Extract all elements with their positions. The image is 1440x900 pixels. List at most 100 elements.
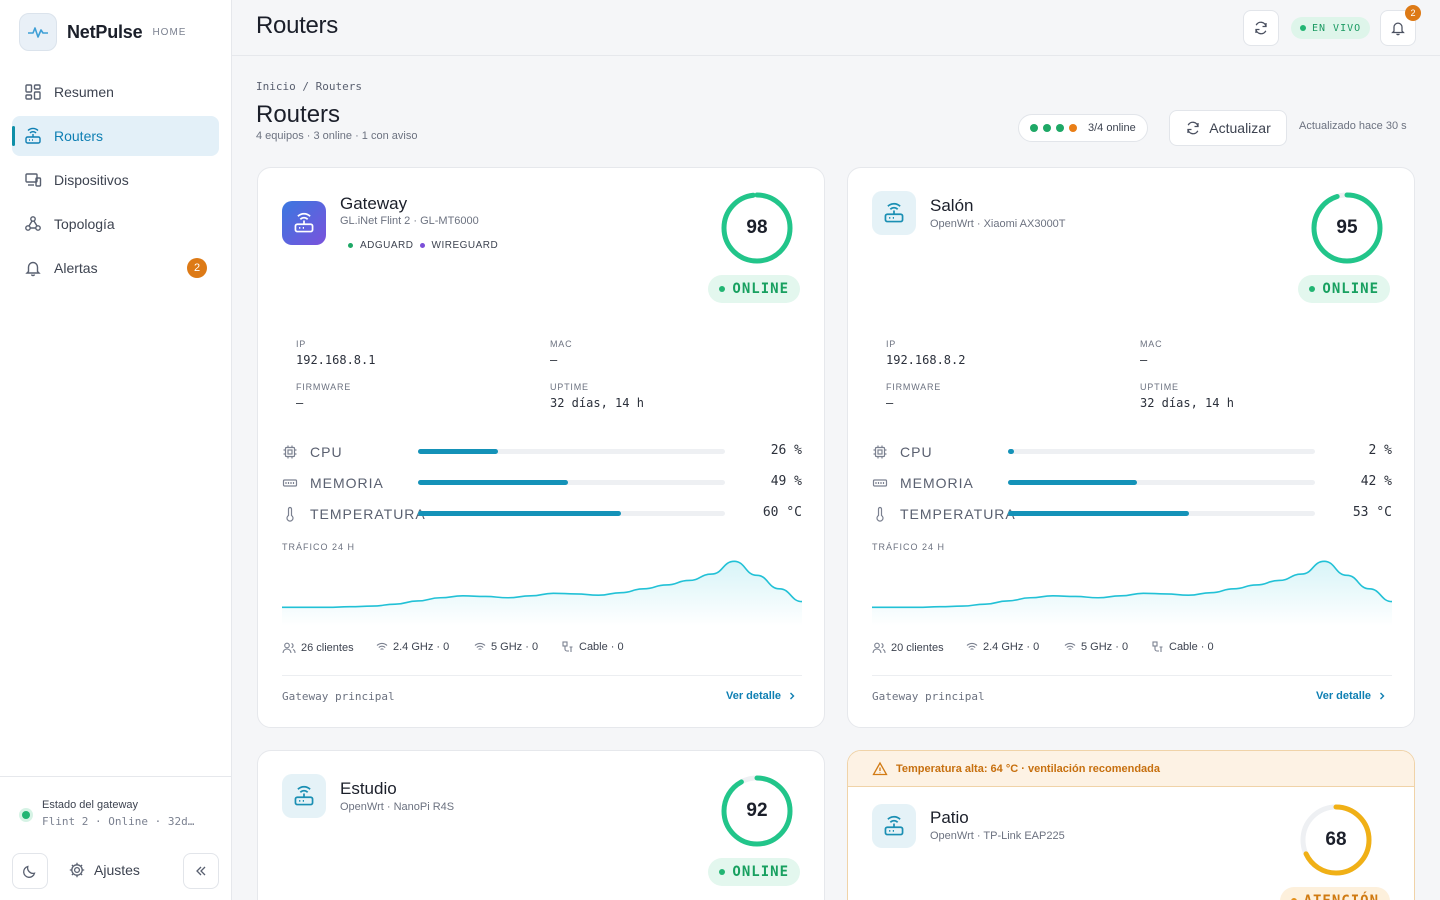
- memory-value: 42 %: [1360, 474, 1392, 489]
- cable-count: Cable · 0: [562, 641, 624, 653]
- bell-icon: [1391, 22, 1405, 36]
- temperature-bar-fill: [1008, 511, 1190, 516]
- tag-wireguard: WIREGUARD: [431, 240, 499, 251]
- cpu-icon: [283, 445, 297, 459]
- cable-icon: [1152, 641, 1163, 652]
- nav-item-dispositivos[interactable]: Dispositivos: [12, 160, 219, 200]
- router-card-salon[interactable]: Salón OpenWrt · Xiaomi AX3000T 95 ONLINE…: [847, 167, 1415, 728]
- users-icon: [282, 642, 296, 654]
- traffic-sparkline: [282, 560, 802, 626]
- thermometer-icon: [876, 506, 884, 522]
- memory-icon: [282, 479, 298, 487]
- gateway-status[interactable]: Estado del gateway Flint 2 · Online · 32…: [22, 799, 207, 828]
- pulse-logo-icon: [19, 13, 57, 51]
- main-nav: Resumen Routers Dispositivos Topología A…: [12, 72, 219, 292]
- wifi-24-label: 2.4 GHz · 0: [393, 641, 450, 653]
- status-dot: [1069, 124, 1077, 132]
- status-dots: [1030, 124, 1082, 132]
- wifi-icon: [1064, 642, 1076, 650]
- memory-label: MEMORIA: [900, 475, 974, 491]
- nav-item-topologia[interactable]: Topología: [12, 204, 219, 244]
- theme-toggle-button[interactable]: [12, 853, 48, 889]
- cpu-icon: [873, 445, 887, 459]
- notification-count-badge: 2: [1405, 5, 1421, 21]
- mac-value: —: [550, 353, 558, 367]
- uptime-label: UPTIME: [1140, 382, 1179, 392]
- page-title: Routers: [256, 101, 341, 128]
- cable-count: Cable · 0: [1152, 641, 1214, 653]
- router-name: Patio: [930, 808, 969, 827]
- router-card-patio[interactable]: Temperatura alta: 64 °C · ventilación re…: [847, 750, 1415, 900]
- refresh-label: Actualizar: [1209, 120, 1271, 136]
- brand[interactable]: NetPulse HOME: [19, 13, 186, 51]
- nav-item-routers[interactable]: Routers: [12, 116, 219, 156]
- router-model: OpenWrt · NanoPi R4S: [340, 801, 455, 813]
- collapse-sidebar-button[interactable]: [183, 853, 219, 889]
- refresh-icon: [1187, 121, 1199, 135]
- view-detail-link[interactable]: Ver detalle: [1316, 690, 1388, 702]
- temperature-label: TEMPERATURA: [310, 506, 426, 522]
- temperature-bar: [418, 511, 725, 516]
- wifi-icon: [376, 642, 388, 650]
- settings-button[interactable]: Ajustes: [68, 861, 140, 879]
- view-detail-link[interactable]: Ver detalle: [726, 690, 798, 702]
- cpu-label: CPU: [310, 444, 343, 460]
- chevron-right-icon: [1380, 692, 1385, 700]
- wifi-5-label: 5 GHz · 0: [1081, 641, 1129, 653]
- memory-bar: [1008, 480, 1315, 485]
- alerts-count-badge: 2: [187, 258, 207, 278]
- router-model: OpenWrt · TP-Link EAP225: [930, 830, 1065, 842]
- uptime-value: 32 días, 14 h: [550, 396, 644, 410]
- firmware-value: —: [296, 396, 304, 410]
- last-updated: Actualizado hace 30 s: [1299, 120, 1407, 132]
- router-icon: [282, 774, 326, 818]
- cpu-bar: [1008, 449, 1315, 454]
- tag-adguard: ADGUARD: [360, 240, 414, 251]
- devices-icon: [25, 173, 42, 187]
- temperature-label: TEMPERATURA: [900, 506, 1016, 522]
- view-detail-label: Ver detalle: [726, 690, 782, 702]
- memory-label: MEMORIA: [310, 475, 384, 491]
- double-chevron-left-icon: [196, 866, 206, 876]
- router-card-estudio[interactable]: Estudio OpenWrt · NanoPi R4S 92 ONLINE: [257, 750, 825, 900]
- notifications-button[interactable]: 2: [1380, 5, 1421, 46]
- temperature-value: 53 °C: [1352, 505, 1392, 520]
- breadcrumb: Inicio / Routers: [256, 80, 362, 93]
- bell-icon: [25, 261, 41, 277]
- nav-label: Topología: [54, 216, 115, 232]
- wifi-5-count: 5 GHz · 0: [1064, 641, 1128, 653]
- router-card-gateway[interactable]: Gateway GL.iNet Flint 2 · GL-MT6000 ADGU…: [257, 167, 825, 728]
- memory-icon: [872, 479, 888, 487]
- memory-bar-fill: [418, 480, 569, 485]
- temperature-bar: [1008, 511, 1315, 516]
- cpu-bar-fill: [1008, 449, 1015, 454]
- traffic-label: TRÁFICO 24 H: [872, 542, 946, 552]
- router-tags: ADGUARD WIREGUARD: [348, 240, 498, 251]
- clients-count: 20 clientes: [872, 641, 944, 655]
- router-name: Salón: [930, 196, 974, 215]
- reload-button[interactable]: [1243, 10, 1279, 46]
- traffic-label: TRÁFICO 24 H: [282, 542, 356, 552]
- firmware-value: —: [886, 396, 894, 410]
- nav-item-alertas[interactable]: Alertas 2: [12, 248, 219, 288]
- refresh-icon: [1255, 21, 1267, 35]
- status-badge: ONLINE: [1298, 275, 1390, 303]
- ip-label: IP: [886, 339, 897, 349]
- nav-item-resumen[interactable]: Resumen: [12, 72, 219, 112]
- view-detail-label: Ver detalle: [1316, 690, 1372, 702]
- firmware-label: FIRMWARE: [296, 382, 352, 392]
- refresh-button[interactable]: Actualizar: [1169, 110, 1287, 146]
- traffic-line: [872, 560, 1392, 609]
- wifi-icon: [474, 642, 486, 650]
- status-badge: ONLINE: [708, 275, 800, 303]
- router-model: GL.iNet Flint 2 · GL-MT6000: [340, 215, 479, 227]
- warning-icon: [872, 761, 888, 775]
- wifi-24-label: 2.4 GHz · 0: [983, 641, 1040, 653]
- status-dot: [1056, 124, 1064, 132]
- topbar: Routers EN VIVO 2: [232, 0, 1440, 56]
- mac-label: MAC: [1140, 339, 1163, 349]
- health-score: 92: [719, 773, 795, 849]
- router-icon: [872, 191, 916, 235]
- router-name: Gateway: [340, 194, 408, 213]
- health-score: 68: [1298, 802, 1374, 878]
